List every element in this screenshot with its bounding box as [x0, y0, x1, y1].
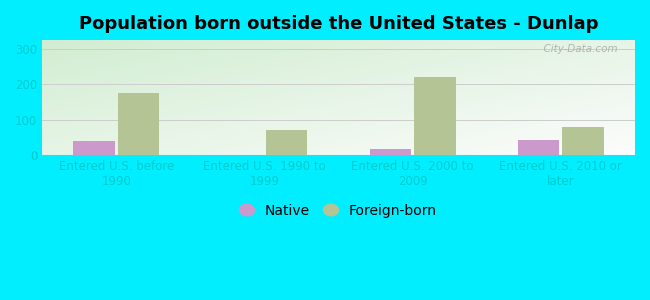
Bar: [562, 127, 604, 155]
Bar: [266, 130, 307, 155]
Bar: [370, 149, 411, 155]
Bar: [73, 141, 115, 155]
Bar: [518, 140, 560, 155]
Bar: [118, 93, 159, 155]
Text: City-Data.com: City-Data.com: [537, 44, 618, 54]
Bar: [414, 77, 456, 155]
Legend: Native, Foreign-born: Native, Foreign-born: [235, 199, 443, 224]
Title: Population born outside the United States - Dunlap: Population born outside the United State…: [79, 15, 598, 33]
